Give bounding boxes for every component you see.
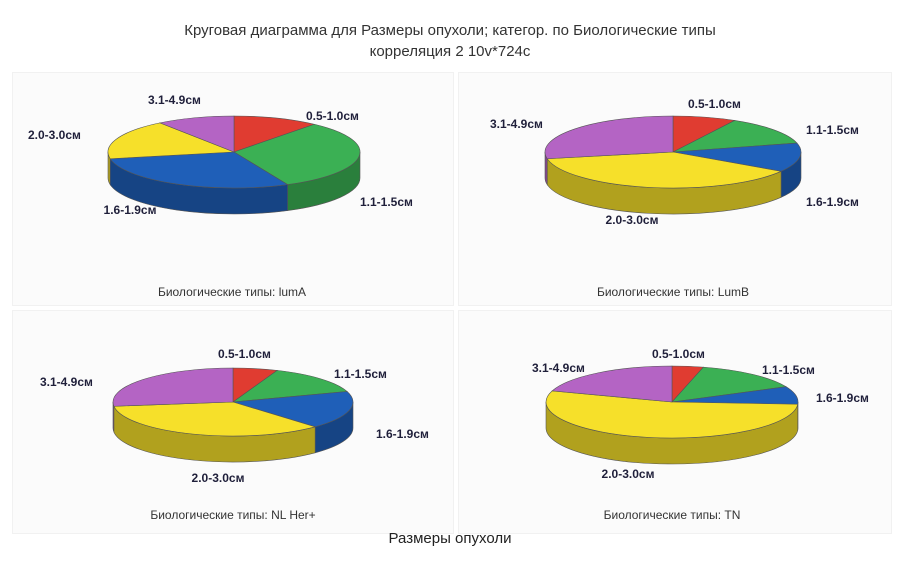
pie-slice-2-0-3-0 [113, 401, 317, 437]
pie-caption: Биологические типы: LumB [597, 285, 749, 299]
chart-title: Круговая диаграмма для Размеры опухоли; … [184, 22, 716, 39]
pie-chart-2: 0.5-1.0см 1.1-1.5см 1.6-1.9см 2.0-3.0см 3.1-… [490, 97, 859, 299]
slice-label-0-5-1-0: 0.5-1.0см [652, 347, 705, 361]
slice-label-2-0-3-0: 2.0-3.0см [192, 471, 245, 485]
pie-caption: Биологические типы: lumA [158, 285, 306, 299]
slice-label-1-6-1-9: 1.6-1.9см [104, 203, 157, 217]
pie-slice-3-1-4-9 [551, 365, 673, 403]
pie-caption: Биологические типы: NL Her+ [150, 508, 315, 522]
pie-slice-3-1-4-9 [158, 115, 235, 153]
slice-label-0-5-1-0: 0.5-1.0см [218, 347, 271, 361]
pie-slice-2-0-3-0 [545, 390, 799, 439]
pie-slice-0-5-1-0 [233, 115, 316, 153]
x-axis-label: Размеры опухоли [388, 530, 512, 547]
slice-label-1-6-1-9: 1.6-1.9см [816, 391, 869, 405]
slice-label-3-1-4-9: 3.1-4.9см [532, 361, 585, 375]
pie-slice-1-1-1-5 [671, 366, 787, 403]
pie-caption: Биологические типы: TN [604, 508, 741, 522]
slice-label-1-1-1-5: 1.1-1.5см [806, 123, 859, 137]
pie-slice-2-0-3-0 [546, 151, 783, 189]
slice-label-1-1-1-5: 1.1-1.5см [360, 195, 413, 209]
slice-label-3-1-4-9: 3.1-4.9см [148, 93, 201, 107]
slice-label-0-5-1-0: 0.5-1.0см [306, 109, 359, 123]
slice-label-1-1-1-5: 1.1-1.5см [334, 367, 387, 381]
pie-chart-1: 0.5-1.0см 1.1-1.5см 1.6-1.9см 2.0-3.0см 3.1-… [28, 93, 413, 299]
slice-label-3-1-4-9: 3.1-4.9см [490, 117, 543, 131]
pie-slice-1-1-1-5 [233, 123, 361, 185]
slice-label-1-6-1-9: 1.6-1.9см [376, 427, 429, 441]
slice-label-3-1-4-9: 3.1-4.9см [40, 375, 93, 389]
slice-label-1-6-1-9: 1.6-1.9см [806, 195, 859, 209]
pie-slice-2-0-3-0 [107, 122, 235, 160]
pie-slice-1-6-1-9 [109, 151, 289, 189]
pie-slice-3-1-4-9 [112, 367, 234, 407]
pie-slice-3-1-4-9 [544, 115, 674, 160]
chart-subtitle: корреляция 2 10v*724c [369, 43, 531, 60]
slice-label-1-1-1-5: 1.1-1.5см [762, 363, 815, 377]
slice-label-2-0-3-0: 2.0-3.0см [602, 467, 655, 481]
slice-label-0-5-1-0: 0.5-1.0см [688, 97, 741, 111]
pie-slice-1-1-1-5 [672, 120, 798, 153]
slice-label-2-0-3-0: 2.0-3.0см [28, 128, 81, 142]
pie-slice-1-6-1-9 [232, 391, 354, 428]
pie-chart-3: 0.5-1.0см 1.1-1.5см 1.6-1.9см 2.0-3.0см 3.1-… [40, 347, 429, 522]
pie-slice-1-6-1-9 [672, 142, 802, 172]
slice-label-2-0-3-0: 2.0-3.0см [606, 213, 659, 227]
